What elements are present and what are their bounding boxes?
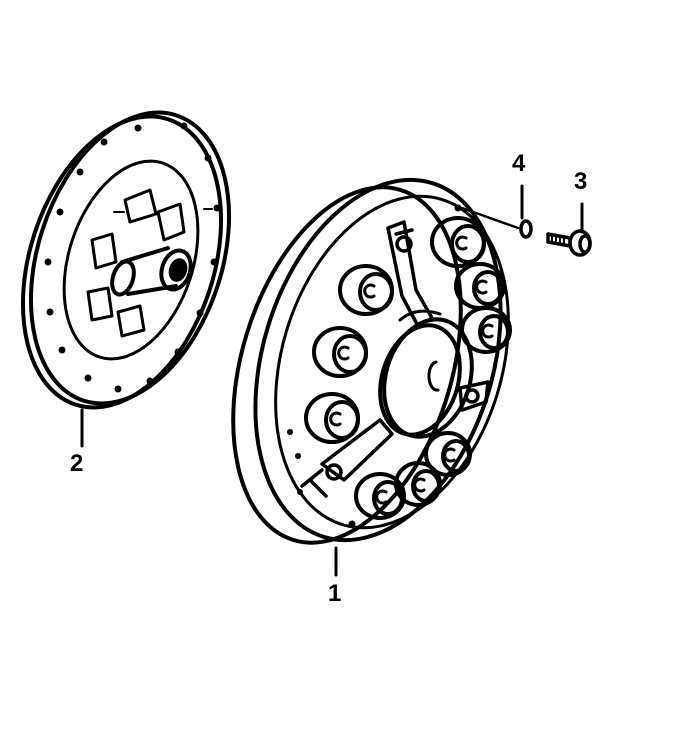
clutch-pressure-plate [231, 177, 512, 545]
bolt [546, 229, 592, 257]
disc-rivet-holes [44, 122, 221, 393]
alignment-line [460, 206, 520, 230]
callout-label-1: 1 [328, 580, 342, 607]
washer [519, 219, 533, 239]
leader-lines [80, 184, 584, 577]
pressure-springs [304, 216, 512, 520]
callout-label-3: 3 [574, 168, 588, 195]
callout-label-4: 4 [512, 150, 526, 177]
callout-label-2: 2 [70, 450, 84, 477]
release-levers [300, 220, 490, 498]
disc-spring-windows [86, 188, 186, 338]
disc-hub [110, 246, 193, 297]
clutch-disc [20, 110, 232, 410]
plate-marks [287, 204, 462, 528]
